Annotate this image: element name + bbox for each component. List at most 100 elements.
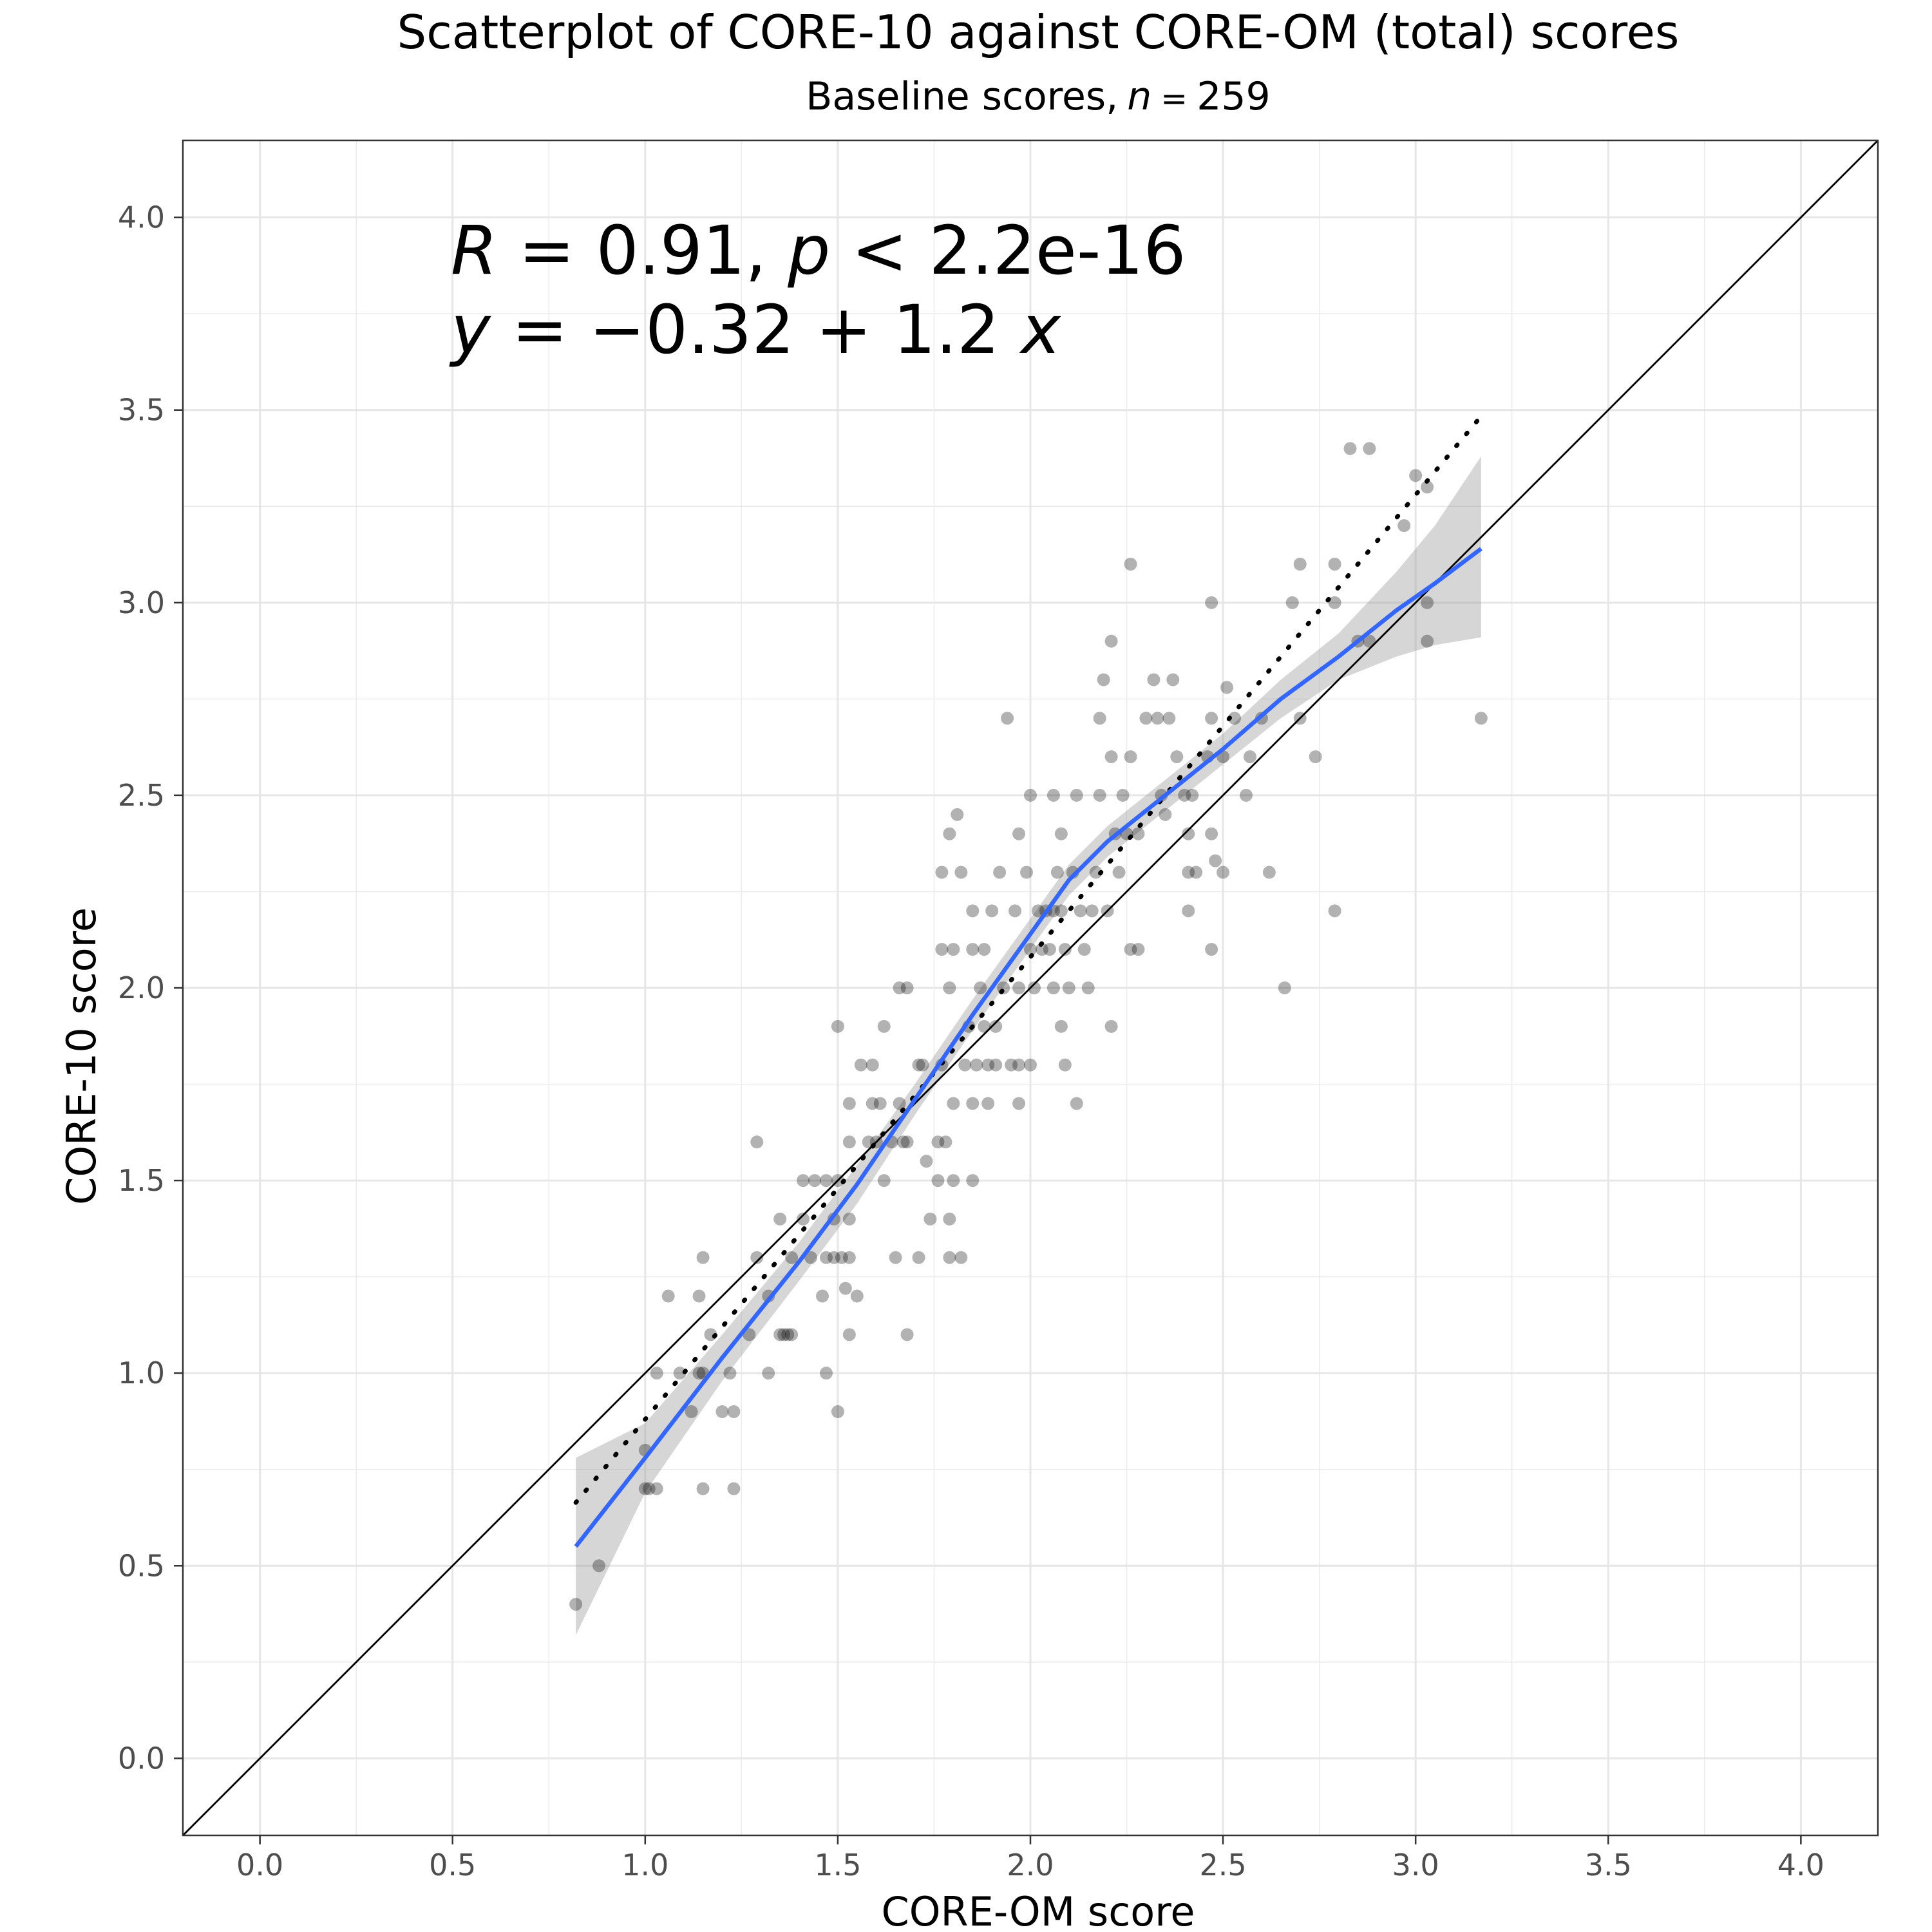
y-tick-label: 2.0 <box>118 971 165 1005</box>
data-point <box>650 1482 663 1495</box>
data-point <box>1328 904 1341 918</box>
data-point <box>727 1405 741 1418</box>
data-point <box>1024 1058 1037 1072</box>
data-point <box>831 1405 844 1418</box>
data-point <box>935 943 949 956</box>
data-point <box>1293 558 1307 571</box>
data-point <box>1343 442 1357 455</box>
equation-y-symbol: y <box>449 290 491 369</box>
data-point <box>916 1058 929 1072</box>
data-point <box>785 1328 799 1341</box>
y-tick-label: 3.0 <box>118 585 165 620</box>
y-tick-label: 0.0 <box>118 1741 165 1776</box>
data-point <box>692 1289 706 1303</box>
subtitle-n-value: 259 <box>1197 74 1271 119</box>
data-point <box>1054 904 1068 918</box>
data-point <box>1046 788 1060 802</box>
data-point <box>1089 866 1103 879</box>
data-point <box>819 1251 833 1264</box>
data-point <box>989 1019 1003 1033</box>
fit-lines <box>182 140 1879 1836</box>
data-point <box>1182 904 1195 918</box>
data-point <box>1012 827 1026 840</box>
data-point <box>750 1251 764 1264</box>
data-point <box>1070 1097 1083 1110</box>
data-point <box>920 1155 933 1168</box>
data-point <box>900 1135 914 1149</box>
annotation-p-symbol: p <box>787 211 830 290</box>
subtitle-prefix: Baseline scores, <box>806 74 1118 119</box>
x-axis-ticks: 0.0 0.5 1.0 1.5 2.0 2.5 3.0 3.5 4.0 <box>236 1835 1824 1882</box>
data-point <box>1209 854 1222 867</box>
data-point <box>1012 1097 1026 1110</box>
data-point <box>981 1058 995 1072</box>
data-point <box>974 981 987 994</box>
data-point <box>1186 788 1199 802</box>
subtitle-equals: = <box>1160 80 1188 117</box>
data-point <box>762 1367 775 1380</box>
data-point <box>923 1212 937 1226</box>
data-point <box>1421 634 1434 648</box>
data-point <box>900 1328 914 1341</box>
identity-line <box>182 140 1879 1836</box>
data-point <box>1278 981 1291 994</box>
data-point <box>873 1097 887 1110</box>
x-tick-label: 1.5 <box>814 1848 861 1882</box>
data-point <box>781 1328 795 1341</box>
data-point <box>1093 788 1106 802</box>
data-point <box>1474 712 1488 725</box>
data-point <box>966 1174 980 1188</box>
data-point <box>797 1174 810 1188</box>
data-point <box>1062 981 1075 994</box>
data-point <box>831 1019 844 1033</box>
data-point <box>900 981 914 994</box>
y-axis-title: CORE-10 score <box>58 907 105 1205</box>
data-point <box>978 1019 991 1033</box>
data-point <box>638 1482 652 1495</box>
data-point <box>815 1289 829 1303</box>
data-point <box>1085 904 1099 918</box>
data-point <box>1162 712 1176 725</box>
data-point <box>893 981 906 994</box>
data-point <box>692 1367 706 1380</box>
data-point <box>1139 712 1153 725</box>
data-point <box>819 1174 833 1188</box>
loess-line <box>574 547 1482 1548</box>
data-point <box>1178 788 1191 802</box>
data-point <box>1104 750 1118 764</box>
data-point <box>1031 904 1045 918</box>
data-point <box>947 1174 960 1188</box>
x-tick-label: 1.0 <box>621 1848 668 1882</box>
data-point <box>1054 1019 1068 1033</box>
y-tick-label: 2.5 <box>118 778 165 813</box>
data-point <box>1421 596 1434 609</box>
data-point <box>889 1251 902 1264</box>
data-point <box>954 866 968 879</box>
y-axis-ticks: 0.0 0.5 1.0 1.5 2.0 2.5 3.0 3.5 4.0 <box>118 200 183 1776</box>
x-axis-title: CORE-OM score <box>881 1888 1195 1932</box>
data-point <box>1220 681 1234 694</box>
x-tick-label: 2.0 <box>1007 1848 1054 1882</box>
data-point <box>1043 943 1056 956</box>
data-point <box>954 1251 968 1264</box>
x-tick-label: 4.0 <box>1777 1848 1824 1882</box>
data-point <box>661 1289 675 1303</box>
data-point <box>966 943 980 956</box>
data-point <box>1012 981 1026 994</box>
data-point <box>1205 943 1218 956</box>
data-point <box>569 1598 583 1611</box>
data-point <box>1024 788 1037 802</box>
data-point <box>893 1097 906 1110</box>
data-point <box>673 1367 687 1380</box>
data-point <box>1027 981 1041 994</box>
data-point <box>842 1251 856 1264</box>
data-point <box>1005 1058 1018 1072</box>
data-point <box>912 1058 925 1072</box>
data-point <box>866 1058 879 1072</box>
data-point <box>1243 750 1256 764</box>
chart-subtitle: Baseline scores, n = 259 <box>806 74 1270 119</box>
data-point <box>966 1097 980 1110</box>
data-point <box>896 1135 910 1149</box>
